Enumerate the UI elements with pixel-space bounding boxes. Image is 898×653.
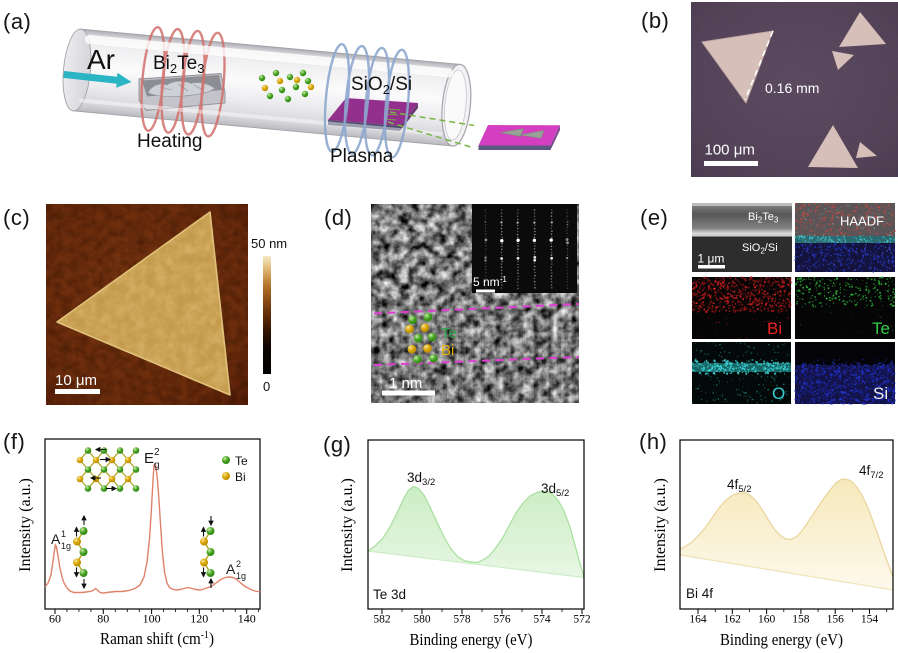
svg-text:4f7/2: 4f7/2 <box>859 463 883 481</box>
svg-text:164: 164 <box>689 614 707 626</box>
svg-text:Bi: Bi <box>441 342 454 359</box>
svg-text:580: 580 <box>413 614 431 626</box>
svg-text:80: 80 <box>97 612 109 626</box>
svg-text:SiO2/Si: SiO2/Si <box>742 242 778 256</box>
svg-text:SiO2/Si: SiO2/Si <box>351 74 412 97</box>
svg-text:140: 140 <box>238 612 256 626</box>
svg-text:582: 582 <box>373 614 391 626</box>
svg-text:100: 100 <box>143 612 161 626</box>
svg-text:5 nm-1: 5 nm-1 <box>473 275 507 290</box>
svg-text:Binding energy (eV): Binding energy (eV) <box>720 630 843 649</box>
svg-text:120: 120 <box>190 612 208 626</box>
svg-text:1 μm: 1 μm <box>698 252 725 266</box>
svg-text:Intensity (a.u.): Intensity (a.u.) <box>652 478 669 572</box>
svg-text:572: 572 <box>573 614 591 626</box>
svg-text:E: E <box>144 450 154 467</box>
svg-text:100 μm: 100 μm <box>705 142 755 159</box>
svg-text:576: 576 <box>493 614 511 626</box>
svg-text:2: 2 <box>236 559 241 569</box>
svg-text:3d3/2: 3d3/2 <box>407 470 435 488</box>
svg-text:Te: Te <box>235 454 248 468</box>
svg-text:Heating: Heating <box>137 131 203 152</box>
svg-text:Bi2Te3: Bi2Te3 <box>153 53 204 76</box>
svg-text:Ar: Ar <box>87 44 115 75</box>
svg-text:Si: Si <box>873 384 888 403</box>
svg-text:Raman shift (cm-1): Raman shift (cm-1) <box>100 629 214 648</box>
svg-text:Te: Te <box>441 325 457 342</box>
svg-text:Te 3d: Te 3d <box>373 587 406 602</box>
svg-text:4f5/2: 4f5/2 <box>727 477 751 495</box>
svg-text:1g: 1g <box>236 571 246 581</box>
svg-text:60: 60 <box>49 612 61 626</box>
svg-text:A: A <box>51 531 61 547</box>
svg-text:Bi: Bi <box>767 319 782 338</box>
svg-text:Bi2Te3: Bi2Te3 <box>748 211 779 225</box>
svg-text:154: 154 <box>861 614 879 626</box>
svg-text:g: g <box>154 460 160 471</box>
svg-text:Binding energy (eV): Binding energy (eV) <box>410 630 533 649</box>
svg-text:1 nm: 1 nm <box>389 375 422 392</box>
svg-text:160: 160 <box>758 614 776 626</box>
svg-text:1: 1 <box>61 529 66 539</box>
svg-text:10 μm: 10 μm <box>55 372 97 389</box>
svg-text:0.16 mm: 0.16 mm <box>765 80 819 96</box>
svg-text:Te: Te <box>872 319 890 338</box>
svg-text:156: 156 <box>827 614 845 626</box>
svg-text:574: 574 <box>533 614 551 626</box>
svg-text:Plasma: Plasma <box>330 146 394 167</box>
svg-text:O: O <box>772 384 785 403</box>
svg-text:Intensity (a.u.): Intensity (a.u.) <box>339 478 356 572</box>
svg-text:578: 578 <box>453 614 471 626</box>
svg-text:1g: 1g <box>61 541 71 551</box>
svg-text:HAADF: HAADF <box>840 214 884 229</box>
svg-text:A: A <box>226 561 236 577</box>
svg-text:Bi 4f: Bi 4f <box>686 586 713 601</box>
svg-text:162: 162 <box>724 614 742 626</box>
svg-text:Bi: Bi <box>235 470 246 484</box>
svg-text:Intensity (a.u.): Intensity (a.u.) <box>17 478 34 572</box>
svg-text:158: 158 <box>792 614 810 626</box>
svg-text:2: 2 <box>154 447 160 458</box>
